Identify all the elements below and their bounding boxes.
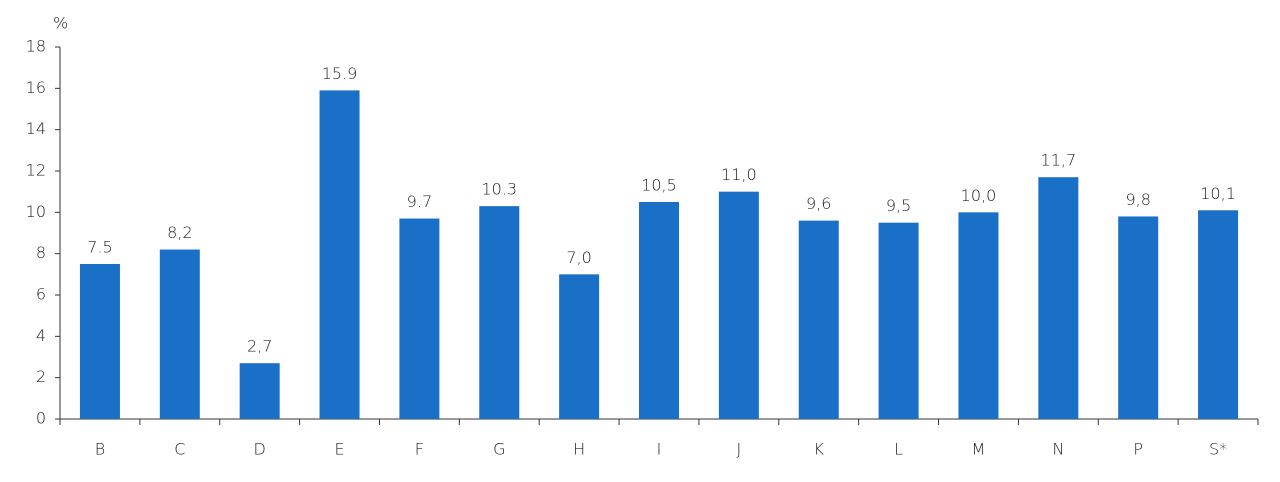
y-tick-label: 6	[36, 285, 46, 304]
value-label: 10,1	[1200, 184, 1236, 203]
x-tick-label: L	[894, 440, 903, 459]
y-tick-label: 0	[36, 409, 46, 428]
bar	[1198, 210, 1239, 419]
value-label: 10.3	[481, 180, 517, 199]
x-tick-label: C	[174, 440, 185, 459]
x-tick-label: F	[415, 440, 424, 459]
bar	[639, 202, 679, 419]
y-tick-label: 12	[26, 161, 46, 180]
value-label: 7,0	[566, 248, 591, 267]
bar	[159, 249, 200, 419]
value-label: 10,0	[961, 186, 997, 205]
x-tick-label: K	[813, 440, 824, 459]
bar	[479, 206, 520, 419]
value-label: 9,8	[1125, 190, 1150, 209]
bar	[798, 220, 839, 419]
bar	[399, 218, 440, 419]
y-tick-label: 10	[26, 202, 46, 221]
x-tick-label: E	[334, 440, 344, 459]
y-tick-label: 2	[36, 367, 46, 386]
x-tick-label: B	[95, 440, 105, 459]
y-axis-label: %	[53, 14, 68, 33]
bar	[239, 363, 280, 419]
value-label: 8,2	[167, 223, 192, 242]
x-tick-label: P	[1133, 440, 1143, 459]
value-label: 11,0	[721, 165, 757, 184]
bar	[559, 274, 600, 419]
y-tick-label: 4	[36, 326, 46, 345]
x-tick-label: G	[493, 440, 505, 459]
y-tick-label: 14	[26, 119, 46, 138]
value-label: 15.9	[322, 64, 358, 83]
x-tick-label: D	[254, 440, 266, 459]
x-tick-label: I	[657, 440, 662, 459]
bar	[958, 212, 999, 419]
y-tick-label: 18	[26, 37, 46, 56]
value-label: 7.5	[87, 238, 112, 257]
y-tick-label: 8	[36, 243, 46, 262]
x-tick-label: J	[737, 440, 742, 459]
bar	[1038, 177, 1079, 419]
value-label: 10,5	[641, 176, 677, 195]
x-tick-label: N	[1052, 440, 1064, 459]
x-tick-label: H	[573, 440, 585, 459]
bar	[319, 90, 360, 420]
bar	[79, 264, 120, 419]
value-label: 11,7	[1041, 151, 1077, 170]
value-label: 9,6	[806, 194, 831, 213]
bar	[718, 191, 759, 419]
value-label: 9,5	[886, 196, 911, 215]
bar	[1118, 216, 1159, 419]
x-tick-label: M	[972, 440, 986, 459]
x-tick-label: S*	[1209, 440, 1227, 459]
value-label: 2,7	[247, 337, 272, 356]
bar	[878, 222, 919, 419]
value-label: 9.7	[407, 192, 432, 211]
y-tick-label: 16	[26, 78, 46, 97]
